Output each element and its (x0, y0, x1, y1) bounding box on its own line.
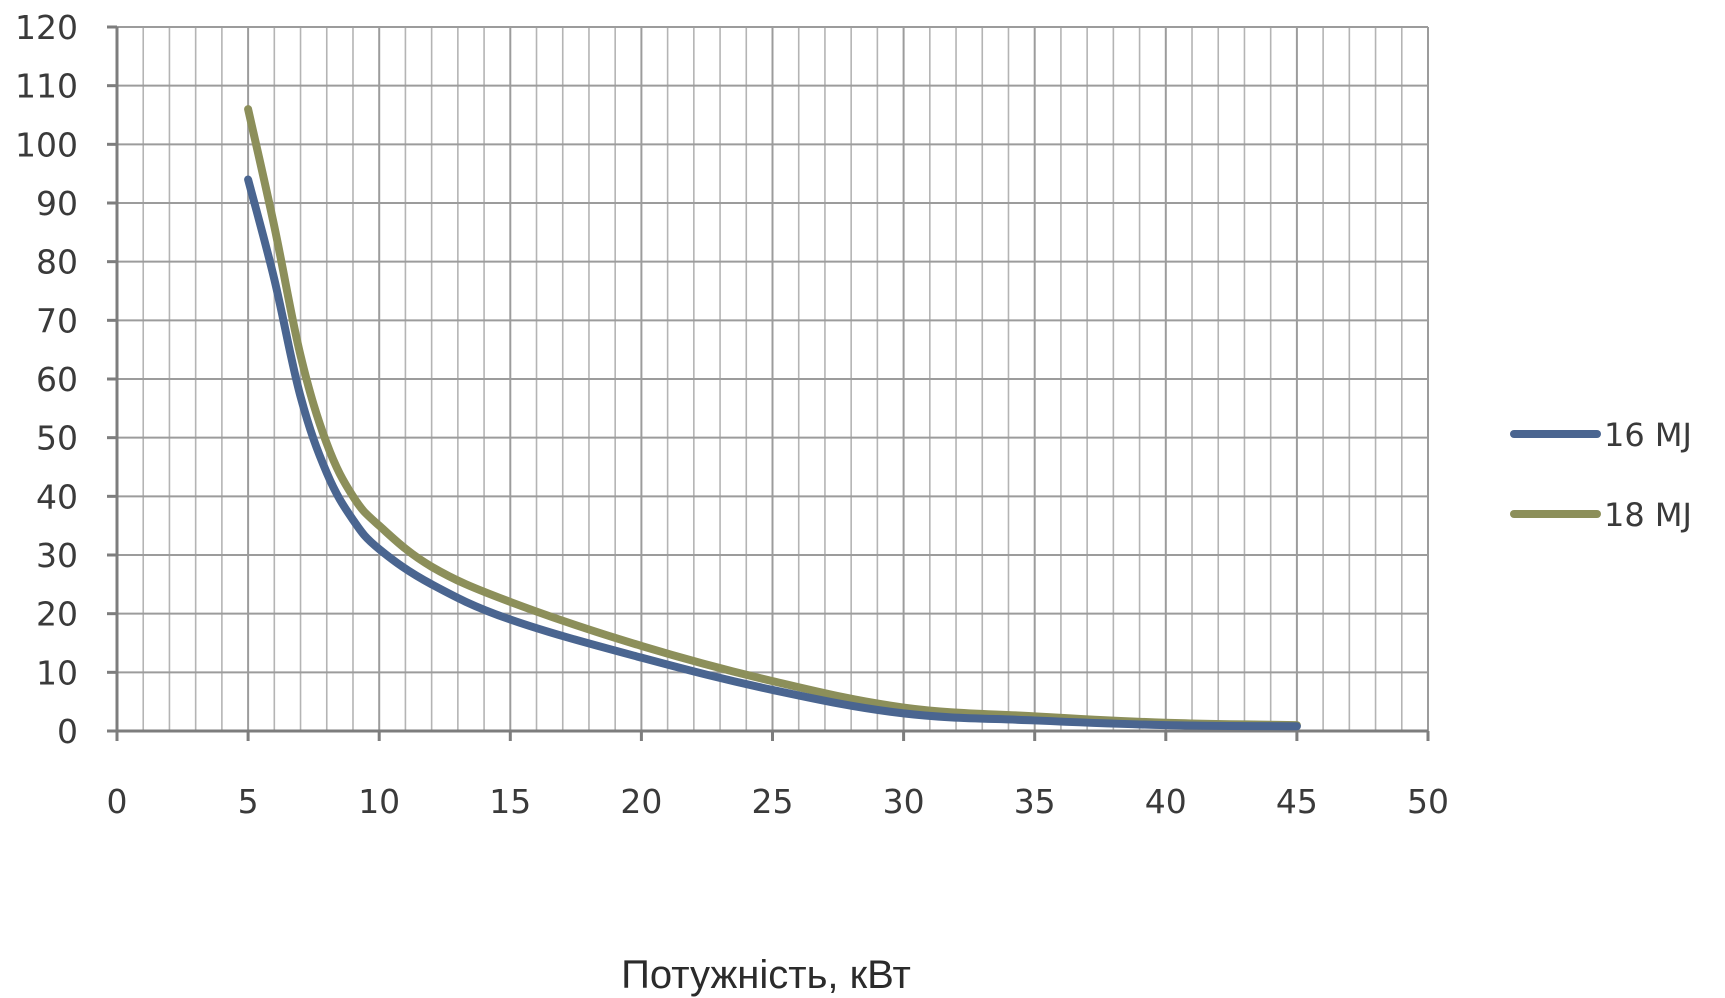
x-axis-title: Потужність, кВт (621, 953, 911, 997)
x-tick-label: 45 (1276, 782, 1318, 821)
y-tick-label: 70 (36, 301, 78, 340)
chart-series (244, 105, 1301, 731)
x-axis-tick-labels: 0 5 10 15 20 25 30 35 40 45 50 (107, 782, 1450, 821)
x-tick-label: 25 (752, 782, 794, 821)
y-tick-label: 50 (36, 419, 78, 458)
y-tick-label: 80 (36, 243, 78, 282)
y-tick-label: 40 (36, 477, 78, 516)
chart-grid (116, 26, 1429, 732)
series-line-18-mj (244, 105, 1301, 730)
y-tick-label: 120 (15, 8, 78, 47)
y-tick-label: 100 (15, 125, 78, 164)
x-tick-label: 50 (1407, 782, 1449, 821)
x-tick-label: 15 (489, 782, 531, 821)
y-tick-label: 60 (36, 360, 78, 399)
x-tick-label: 5 (238, 782, 259, 821)
series-line-16-mj (244, 175, 1301, 731)
y-axis-tick-labels: 0 10 20 30 40 50 60 70 80 90 100 110 120 (15, 8, 78, 751)
x-tick-label: 10 (358, 782, 400, 821)
chart-legend: 16 MJ 18 MJ (1510, 416, 1692, 534)
legend-label: 16 MJ (1604, 416, 1692, 454)
x-tick-label: 40 (1145, 782, 1187, 821)
x-tick-label: 35 (1014, 782, 1056, 821)
y-tick-label: 0 (57, 712, 78, 751)
y-tick-label: 30 (36, 536, 78, 575)
x-tick-label: 30 (883, 782, 925, 821)
y-tick-label: 90 (36, 184, 78, 223)
x-tick-label: 20 (620, 782, 662, 821)
y-tick-label: 110 (15, 67, 78, 106)
y-tick-label: 10 (36, 653, 78, 692)
x-tick-label: 0 (107, 782, 128, 821)
y-tick-label: 20 (36, 595, 78, 634)
chart-axes (107, 25, 1430, 741)
legend-label: 18 MJ (1604, 496, 1692, 534)
